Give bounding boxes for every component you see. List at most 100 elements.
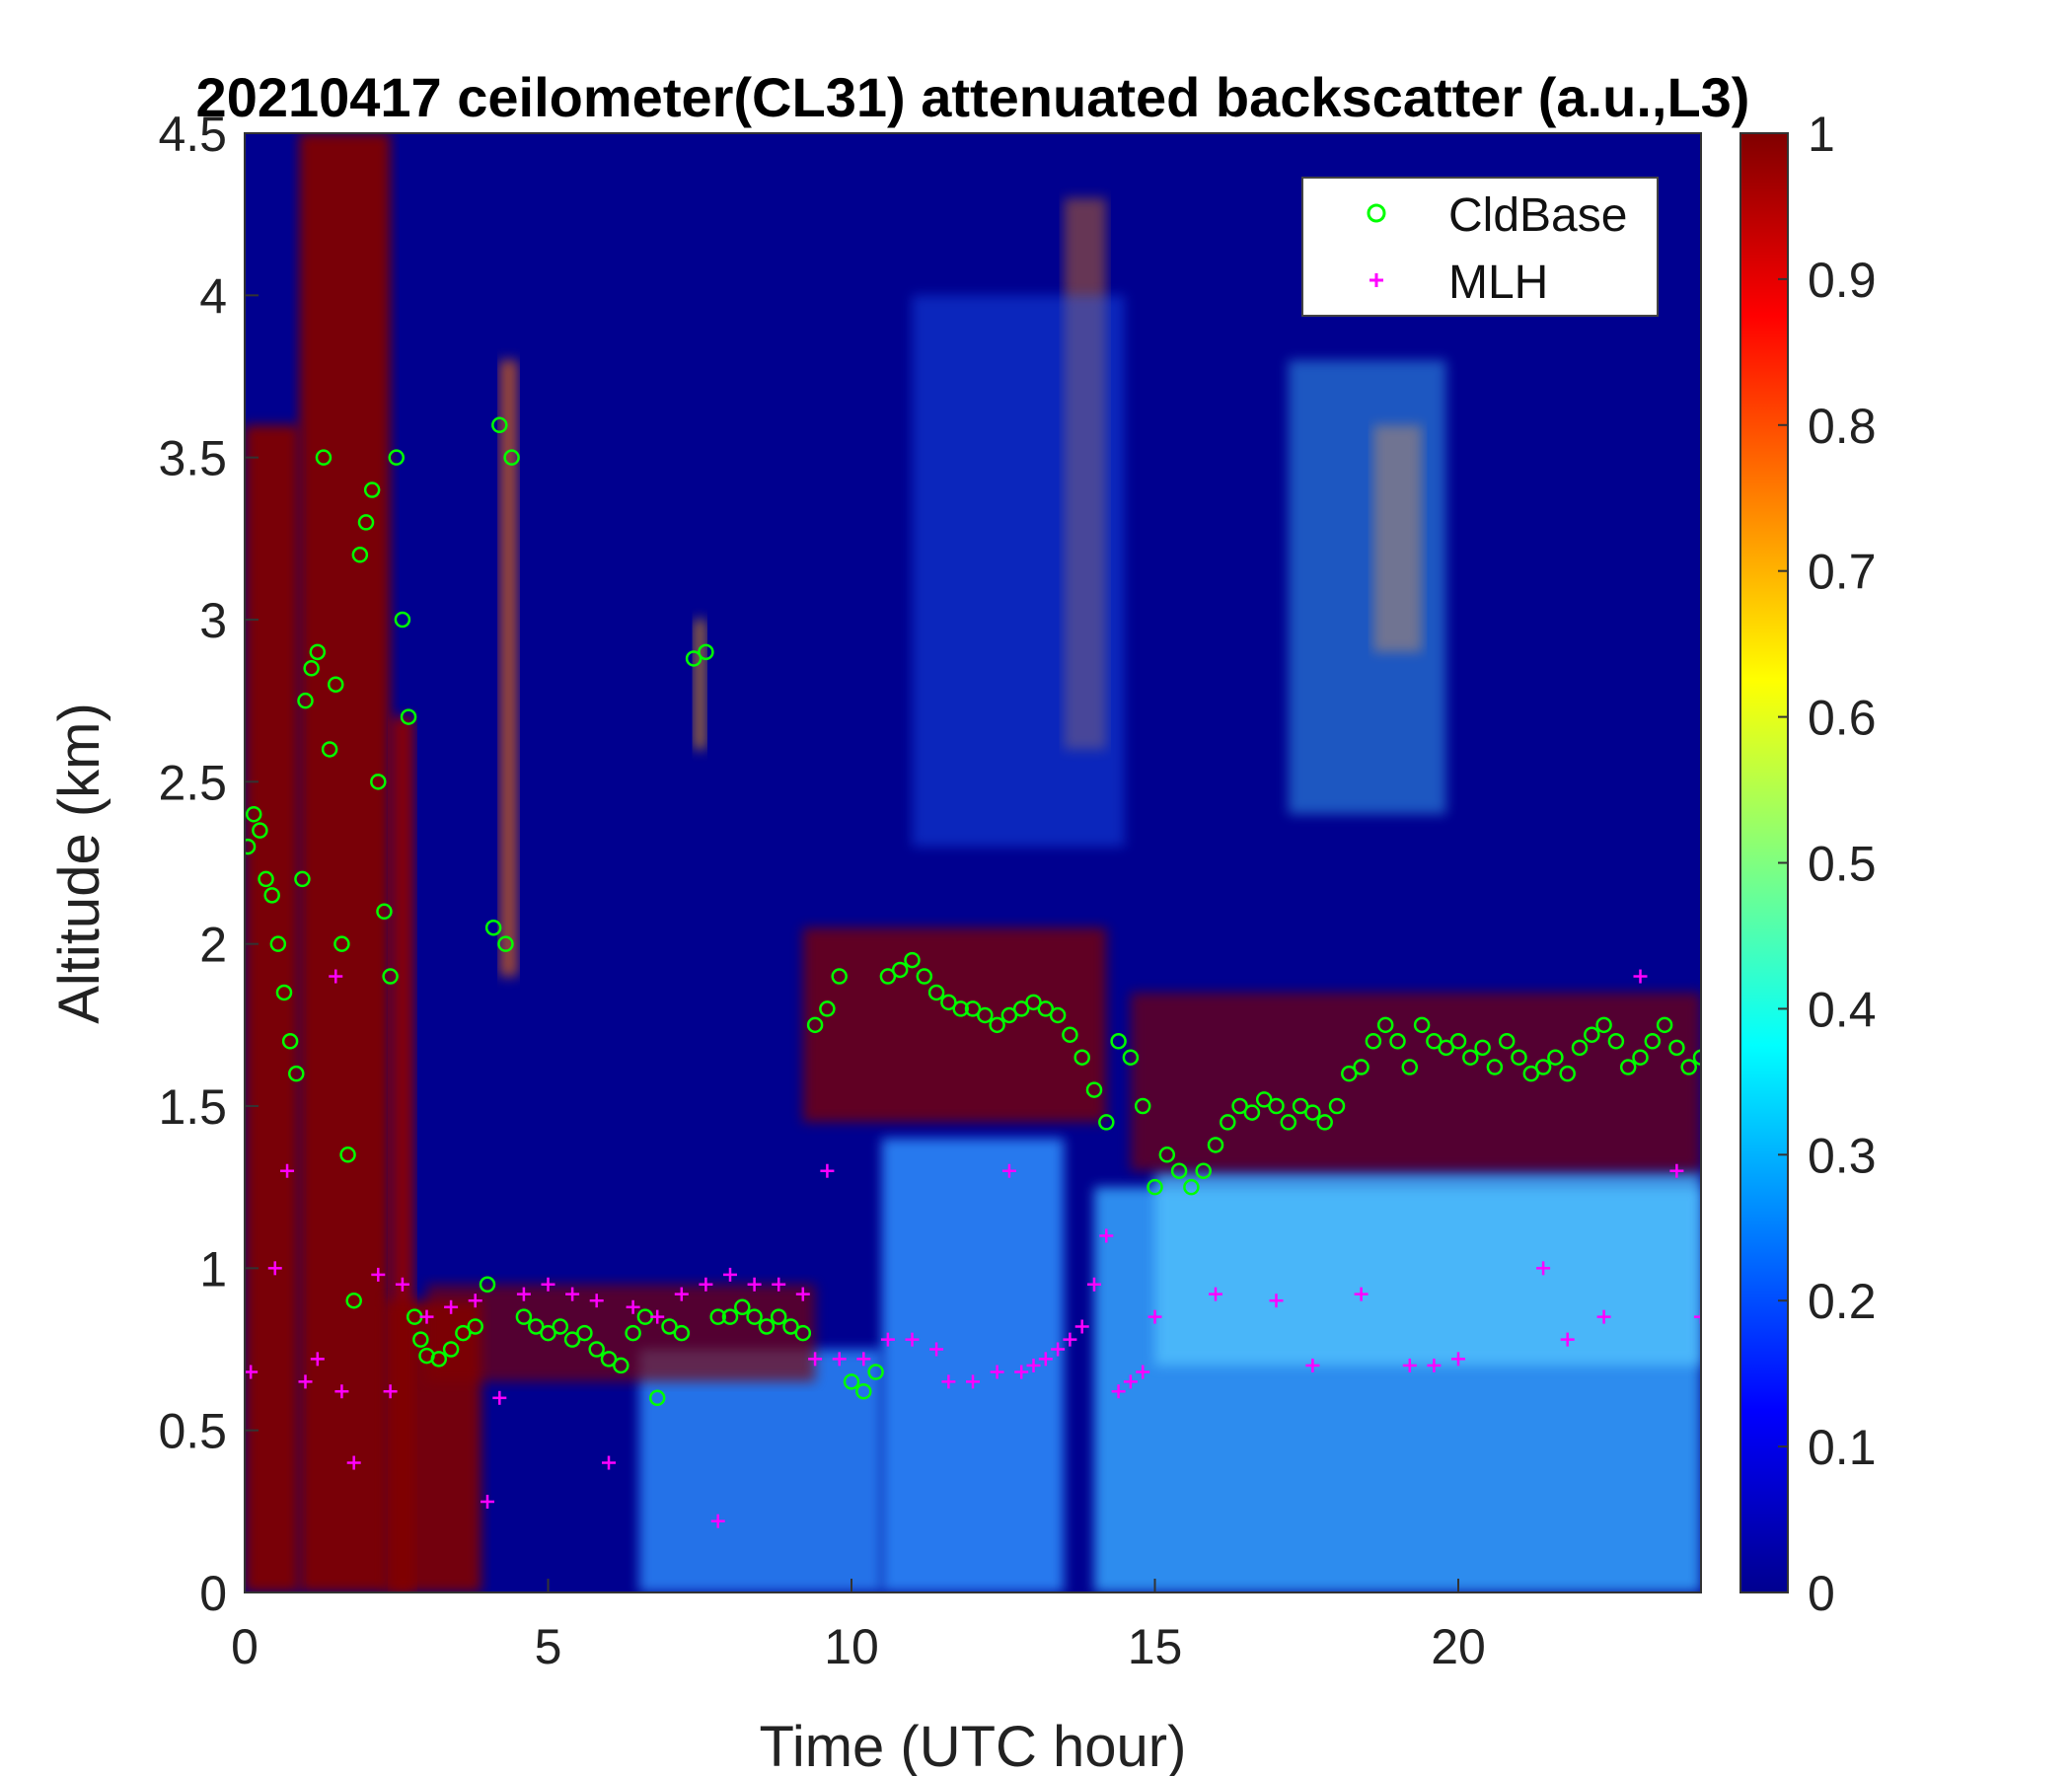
- cldbase-point: [1231, 1097, 1248, 1115]
- mlh-point: [795, 1287, 810, 1301]
- cldbase-point: [1183, 1178, 1200, 1196]
- cldbase-point: [734, 1298, 751, 1316]
- mlh-point: [1051, 1342, 1066, 1357]
- cldbase-point: [1147, 1178, 1163, 1196]
- cldbase-point: [1584, 1026, 1600, 1043]
- cldbase-point: [1426, 1033, 1443, 1050]
- mlh-point: [820, 1163, 835, 1178]
- mlh-point: [1014, 1365, 1029, 1379]
- mlh-point: [1402, 1358, 1417, 1372]
- cldbase-point: [1680, 1059, 1697, 1075]
- y-tick-label: 3.5: [158, 431, 227, 486]
- colorbar-tick-label: 0.5: [1808, 837, 1877, 892]
- cldbase-point: [927, 984, 945, 1001]
- mlh-point: [280, 1163, 295, 1178]
- cldbase-point: [625, 1324, 641, 1342]
- cldbase-point: [1511, 1049, 1527, 1066]
- cldbase-point: [1328, 1097, 1346, 1115]
- cldbase-point: [540, 1324, 556, 1342]
- mlh-point: [1427, 1358, 1442, 1372]
- cldbase-point: [1170, 1162, 1188, 1179]
- cldbase-point: [388, 449, 405, 466]
- cldbase-point: [303, 660, 320, 677]
- mlh-point: [1136, 1365, 1150, 1379]
- cldbase-point: [819, 1000, 836, 1017]
- cldbase-point: [1438, 1039, 1454, 1057]
- colorbar-tick-label: 0.2: [1808, 1274, 1877, 1329]
- mlh-point: [1451, 1352, 1465, 1367]
- colorbar-tick-label: 0.8: [1808, 399, 1877, 454]
- mlh-point: [492, 1390, 507, 1405]
- colorbar-tick-label: 0.7: [1808, 545, 1877, 600]
- mlh-point: [966, 1374, 980, 1389]
- x-tick-label: 20: [1431, 1619, 1486, 1674]
- cldbase-series: [245, 416, 1701, 1407]
- cldbase-point: [1025, 994, 1042, 1011]
- mlh-point: [990, 1365, 1004, 1379]
- cldbase-point: [297, 692, 314, 709]
- cldbase-point: [1341, 1065, 1358, 1082]
- plot-area: [245, 133, 1701, 1592]
- cldbase-point: [1292, 1097, 1309, 1115]
- cldbase-point: [1522, 1065, 1540, 1082]
- mlh-point: [516, 1287, 531, 1301]
- cldbase-point: [363, 481, 381, 498]
- backscatter-patch: [1130, 992, 1701, 1171]
- cldbase-point: [964, 1000, 982, 1017]
- x-tick-label: 0: [231, 1619, 259, 1674]
- cldbase-point: [746, 1308, 763, 1325]
- legend-mlh-marker: [1369, 273, 1383, 287]
- chart-title: 20210417 ceilometer(CL31) attenuated bac…: [196, 66, 1750, 128]
- cldbase-point: [1110, 1033, 1127, 1050]
- mlh-point: [602, 1455, 616, 1470]
- cldbase-point: [1619, 1059, 1637, 1075]
- cldbase-point: [989, 1016, 1005, 1034]
- mlh-point: [941, 1374, 956, 1389]
- cldbase-point: [1073, 1049, 1090, 1066]
- legend-mlh-label: MLH: [1448, 257, 1548, 309]
- mlh-point: [674, 1287, 689, 1301]
- colorbar: 0 0.1 0.2 0.3 0.4 0.5 0.6 0.7 0.8 0.9 1: [1739, 107, 1877, 1621]
- mlh-point: [541, 1277, 555, 1292]
- mlh-point: [1026, 1358, 1041, 1372]
- backscatter-patch: [499, 360, 518, 977]
- legend-cldbase-marker: [1367, 203, 1386, 223]
- mlh-point: [346, 1455, 361, 1470]
- colorbar-tick-label: 0.9: [1808, 253, 1877, 308]
- cldbase-point: [1449, 1033, 1467, 1050]
- cldbase-point: [294, 870, 311, 888]
- cldbase-point: [357, 514, 375, 531]
- mlh-point: [1269, 1294, 1284, 1308]
- colorbar-gradient: [1739, 132, 1789, 1593]
- x-tick-label: 10: [824, 1619, 879, 1674]
- cldbase-point: [269, 935, 287, 952]
- cldbase-point: [455, 1324, 472, 1342]
- mlh-series: [245, 969, 1701, 1528]
- cldbase-point: [661, 1318, 678, 1335]
- cldbase-point: [1255, 1091, 1273, 1108]
- mlh-point: [1596, 1309, 1611, 1324]
- cldbase-point: [1559, 1065, 1576, 1082]
- colorbar-tick-label: 0.3: [1808, 1128, 1877, 1183]
- mlh-point: [1209, 1287, 1222, 1301]
- cldbase-point: [1389, 1033, 1406, 1050]
- mlh-point: [832, 1352, 847, 1367]
- cldbase-point: [315, 449, 333, 466]
- cldbase-point: [685, 650, 703, 667]
- cldbase-point: [1534, 1059, 1552, 1075]
- cldbase-point: [916, 968, 933, 985]
- y-axis-ticks: 0 0.5 1 1.5 2 2.5 3 3.5 4 4.5: [158, 107, 259, 1621]
- y-tick-label: 0.5: [158, 1404, 227, 1459]
- cldbase-point: [904, 951, 921, 969]
- cldbase-point: [1012, 1000, 1030, 1017]
- cldbase-point: [328, 676, 344, 693]
- y-tick-label: 1.5: [158, 1079, 227, 1135]
- cldbase-point: [600, 1351, 618, 1368]
- x-axis-ticks: 0 5 10 15 20: [231, 1579, 1486, 1674]
- cldbase-point: [1644, 1033, 1662, 1050]
- mlh-point: [1038, 1352, 1053, 1367]
- mlh-point: [1111, 1384, 1126, 1399]
- cldbase-point: [252, 822, 268, 839]
- cldbase-point: [400, 708, 417, 725]
- cldbase-point: [1474, 1039, 1491, 1057]
